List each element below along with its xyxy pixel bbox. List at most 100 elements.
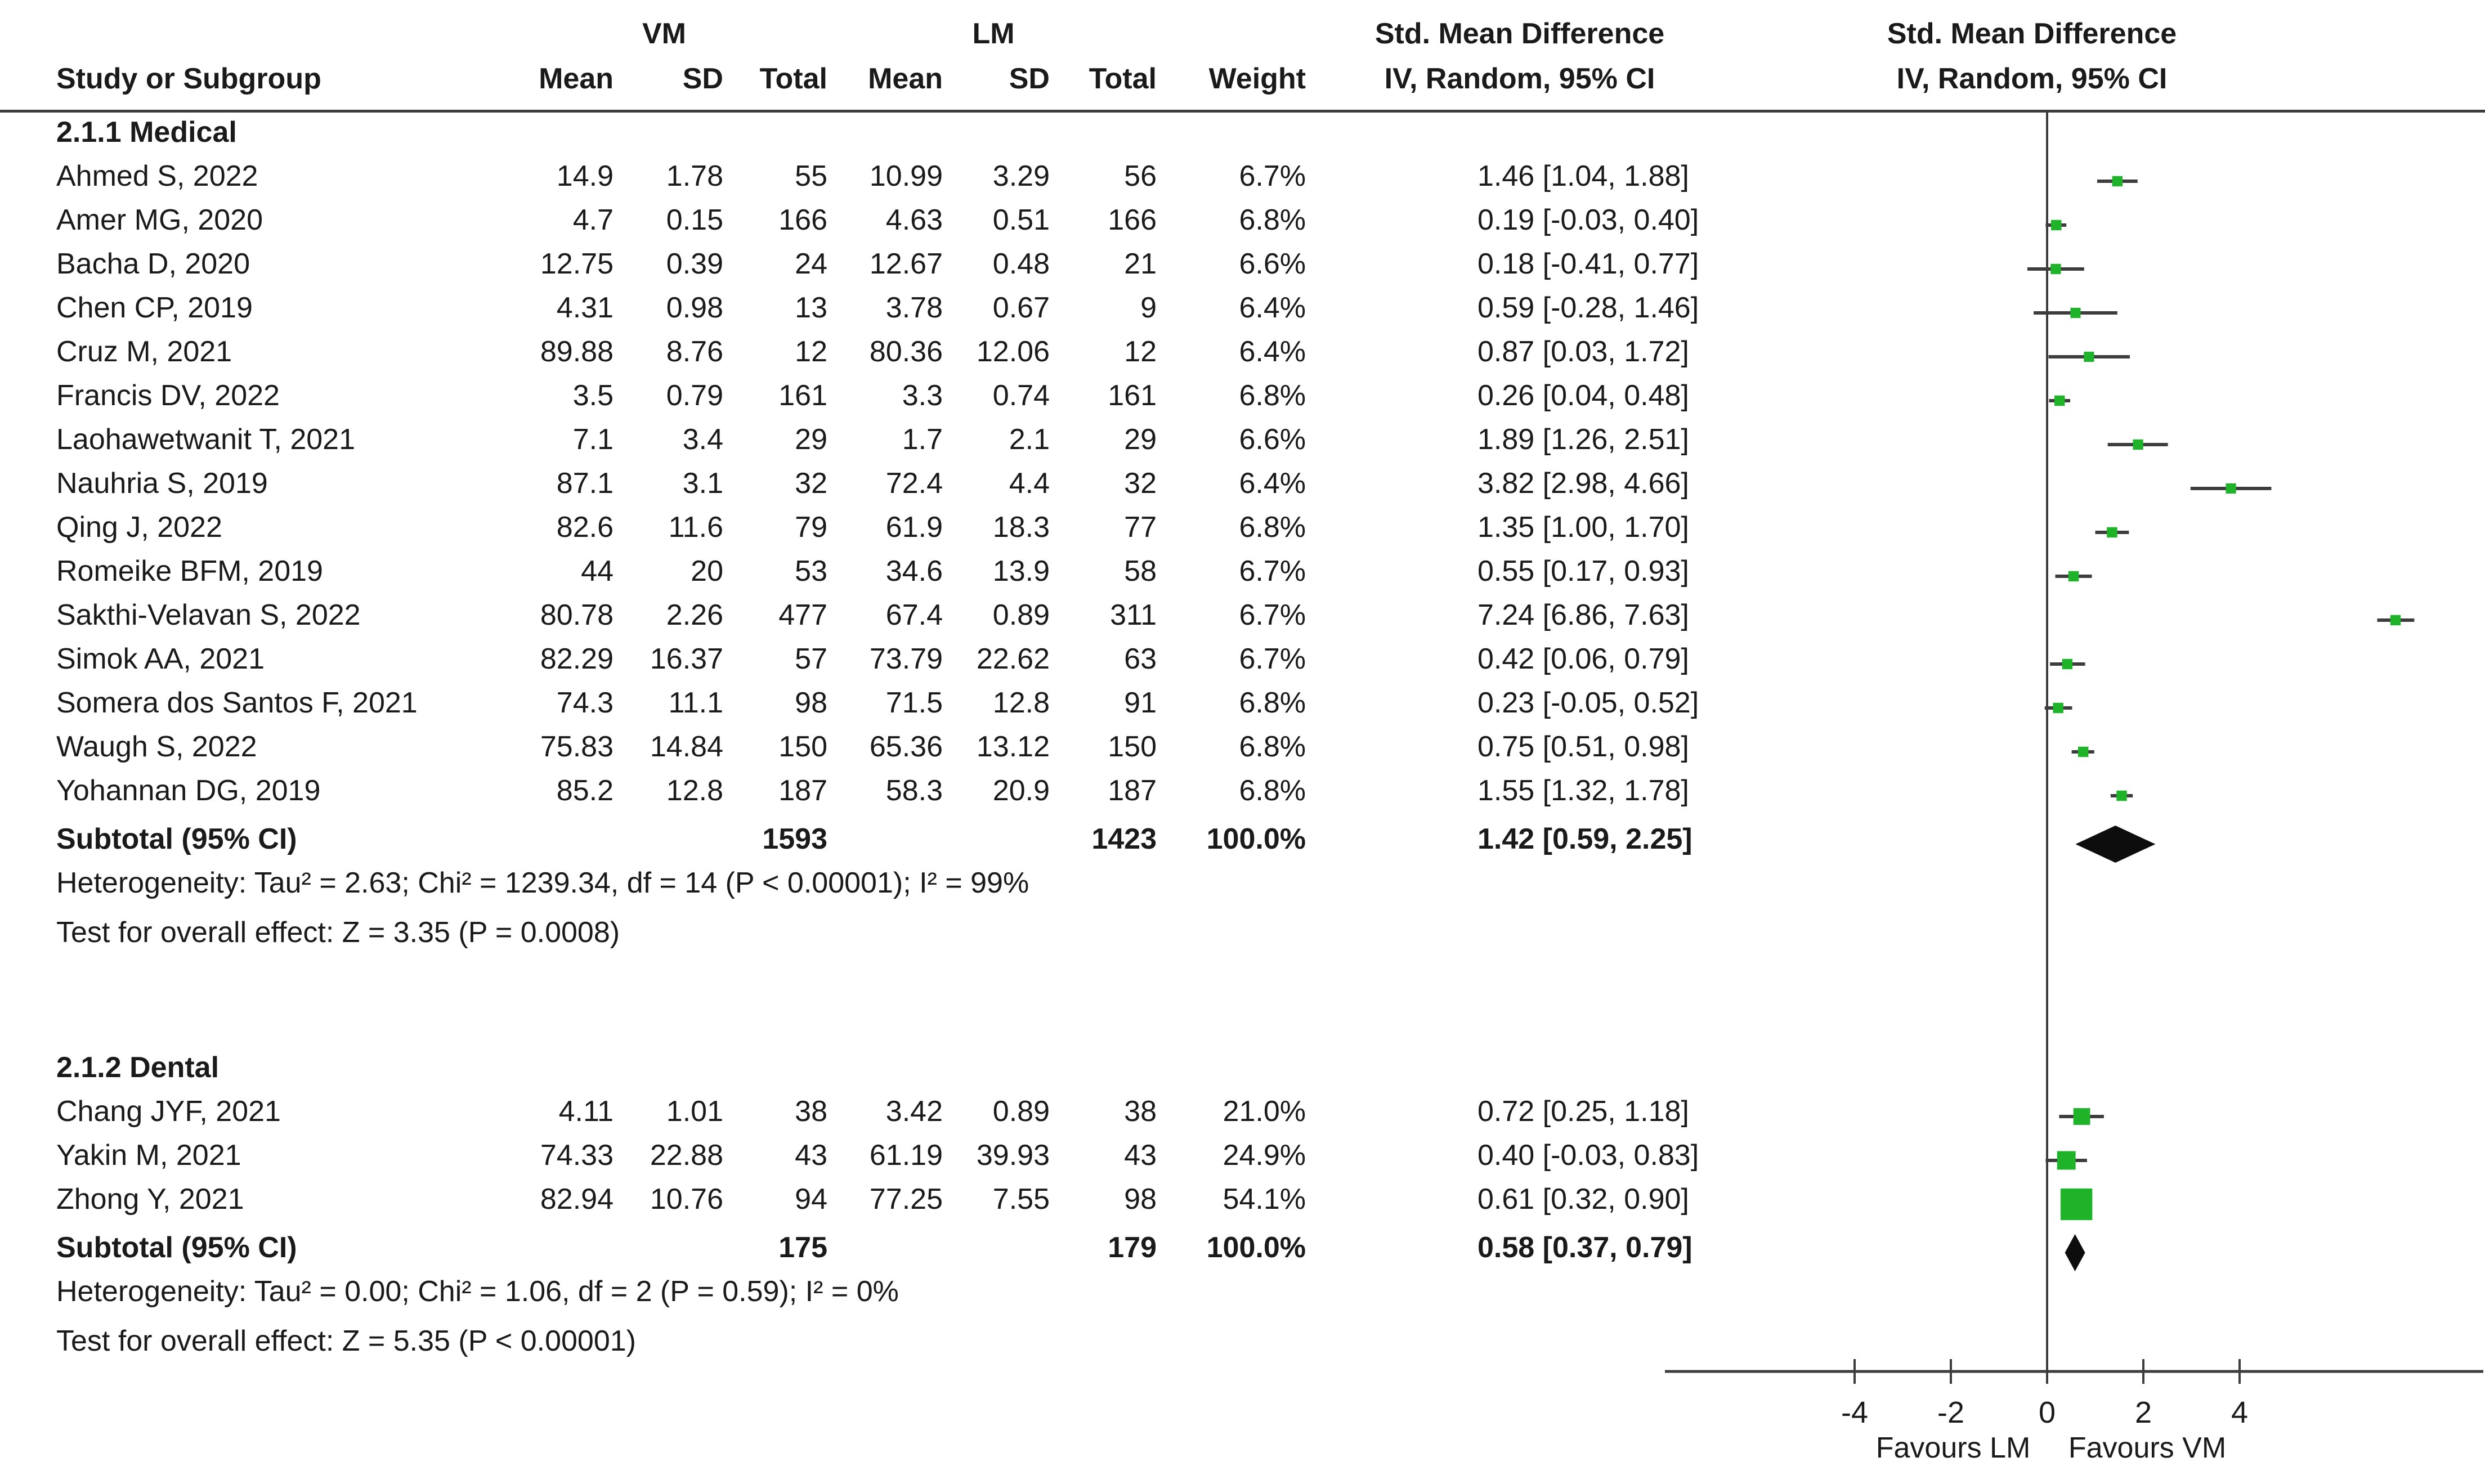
effect-marker [2054, 395, 2065, 406]
subtotal-weight: 100.0% [1206, 1231, 1306, 1264]
effect-marker [2116, 790, 2127, 801]
smd-ci-text: 0.26 [0.04, 0.48] [1477, 379, 1689, 412]
effect-marker [2133, 439, 2143, 450]
study-name: Waugh S, 2022 [56, 730, 257, 763]
subtotal-vm-total: 1593 [762, 823, 827, 855]
vm-total: 43 [795, 1139, 827, 1172]
vm-sd: 3.1 [682, 467, 723, 500]
vm-mean: 80.78 [540, 599, 614, 631]
lm-sd: 2.1 [1009, 423, 1050, 456]
lm-sd: 22.62 [976, 643, 1050, 675]
lm-mean: 72.4 [885, 467, 943, 500]
overall-effect-row-dental: Test for overall effect: Z = 5.35 (P < 0… [0, 1324, 1835, 1368]
weight: 6.8% [1239, 379, 1306, 412]
study-row: Simok AA, 2021 82.29 16.37 57 73.79 22.62 63 6.… [0, 642, 1835, 686]
header-group-row: VM LM Std. Mean Difference Std. Mean Dif… [0, 17, 2177, 62]
vm-mean: 82.94 [540, 1183, 614, 1216]
lm-sd: 13.12 [976, 730, 1050, 763]
smd-ci-text: 0.19 [-0.03, 0.40] [1477, 204, 1699, 236]
weight: 24.9% [1223, 1139, 1306, 1172]
vm-total: 477 [778, 599, 827, 631]
study-row: Yakin M, 2021 74.33 22.88 43 61.19 39.93 43 24.… [0, 1138, 1835, 1182]
vm-total: 13 [795, 292, 827, 324]
lm-total: 63 [1124, 643, 1157, 675]
lm-sd: 0.51 [992, 204, 1050, 236]
heterogeneity-text: Heterogeneity: Tau² = 2.63; Chi² = 1239.… [56, 867, 1029, 899]
vm-sd: 0.98 [666, 292, 723, 324]
col-header-lm-mean: Mean [868, 62, 943, 95]
study-row: Nauhria S, 2019 87.1 3.1 32 72.4 4.4 32 6.4% 3.8… [0, 467, 1835, 510]
study-name: Zhong Y, 2021 [56, 1183, 244, 1216]
lm-sd: 20.9 [992, 774, 1050, 807]
vm-sd: 20 [691, 555, 723, 588]
lm-total: 38 [1124, 1095, 1157, 1128]
vm-mean: 3.5 [572, 379, 614, 412]
study-row: Somera dos Santos F, 2021 74.3 11.1 98 71.5 1… [0, 686, 1835, 730]
lm-mean: 3.3 [902, 379, 943, 412]
lm-sd: 4.4 [1009, 467, 1050, 500]
heterogeneity-row-dental: Heterogeneity: Tau² = 0.00; Chi² = 1.06,… [0, 1275, 1835, 1319]
smd-ci-text: 0.59 [-0.28, 1.46] [1477, 292, 1699, 324]
col-header-weight: Weight [1208, 62, 1306, 95]
smd-ci-text: 0.61 [0.32, 0.90] [1477, 1183, 1689, 1216]
smd-ci-text: 0.40 [-0.03, 0.83] [1477, 1139, 1699, 1172]
smd-ci-text: 0.18 [-0.41, 0.77] [1477, 248, 1699, 280]
lm-mean: 4.63 [885, 204, 943, 236]
vm-total: 94 [795, 1183, 827, 1216]
vm-sd: 16.37 [650, 643, 723, 675]
study-row: Ahmed S, 2022 14.9 1.78 55 10.99 3.29 56 6.7% 1.… [0, 159, 1835, 203]
vm-mean: 89.88 [540, 335, 614, 368]
weight: 6.8% [1239, 730, 1306, 763]
lm-mean: 61.9 [885, 511, 943, 544]
smd-header-left: Std. Mean Difference [1374, 17, 1665, 50]
vm-sd: 22.88 [650, 1139, 723, 1172]
effect-marker [2073, 1108, 2090, 1125]
study-name: Simok AA, 2021 [56, 643, 265, 675]
weight: 6.8% [1239, 511, 1306, 544]
vm-total: 12 [795, 335, 827, 368]
favours-left-label: Favours LM [1876, 1432, 2031, 1464]
weight: 54.1% [1223, 1183, 1306, 1216]
effect-marker [2070, 307, 2081, 319]
vm-sd: 3.4 [682, 423, 723, 456]
subgroup-row-dental: 2.1.2 Dental [0, 1051, 1835, 1095]
effect-marker [2050, 263, 2061, 275]
col-header-iv-left: IV, Random, 95% CI [1384, 62, 1655, 95]
lm-mean: 67.4 [885, 599, 943, 631]
col-header-lm-sd: SD [1009, 62, 1050, 95]
vm-mean: 44 [581, 555, 614, 588]
vm-total: 150 [778, 730, 827, 763]
vm-group-header: VM [642, 17, 686, 50]
lm-mean: 1.7 [902, 423, 943, 456]
smd-ci-text: 1.55 [1.32, 1.78] [1477, 774, 1689, 807]
lm-mean: 77.25 [869, 1183, 943, 1216]
lm-group-header: LM [972, 17, 1015, 50]
vm-sd: 0.79 [666, 379, 723, 412]
weight: 6.7% [1239, 160, 1306, 192]
study-row: Yohannan DG, 2019 85.2 12.8 187 58.3 20.9 187 6… [0, 774, 1835, 818]
subtotal-weight: 100.0% [1206, 823, 1306, 855]
vm-mean: 74.33 [540, 1139, 614, 1172]
header-rule [0, 110, 2485, 113]
axis-tick-label: 0 [2039, 1396, 2056, 1429]
study-name: Yohannan DG, 2019 [56, 774, 321, 807]
effect-marker [2112, 176, 2123, 187]
study-name: Romeike BFM, 2019 [56, 555, 323, 588]
weight: 6.6% [1239, 423, 1306, 456]
weight: 6.8% [1239, 204, 1306, 236]
vm-total: 29 [795, 423, 827, 456]
vm-total: 187 [778, 774, 827, 807]
study-row: Zhong Y, 2021 82.94 10.76 94 77.25 7.55 98 54.1… [0, 1182, 1835, 1226]
vm-total: 53 [795, 555, 827, 588]
vm-sd: 11.1 [668, 687, 723, 719]
lm-total: 311 [1110, 599, 1157, 631]
vm-mean: 74.3 [556, 687, 614, 719]
subgroup-title: 2.1.1 Medical [56, 116, 237, 149]
vm-mean: 85.2 [556, 774, 614, 807]
overall-effect-text: Test for overall effect: Z = 5.35 (P < 0… [56, 1325, 636, 1357]
lm-sd: 0.89 [992, 1095, 1050, 1128]
heterogeneity-row-medical: Heterogeneity: Tau² = 2.63; Chi² = 1239.… [0, 866, 1835, 910]
smd-ci-text: 0.87 [0.03, 1.72] [1477, 335, 1689, 368]
subgroup-row-medical: 2.1.1 Medical [0, 115, 1835, 159]
